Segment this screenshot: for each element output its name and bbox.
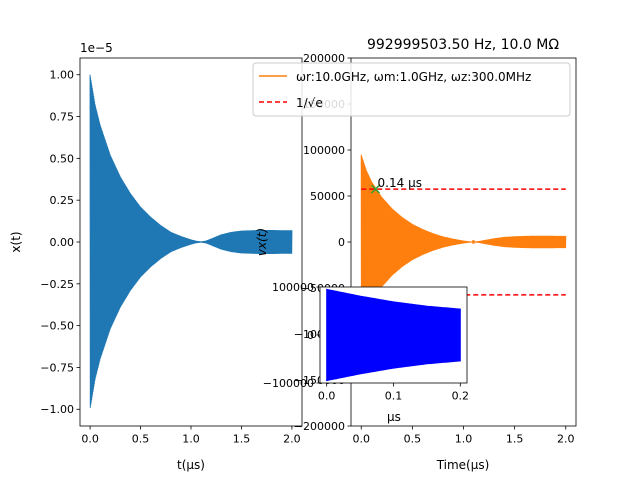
inset-y-tick-label: −100000 — [263, 377, 314, 390]
right-x-axis-label: Time(μs) — [436, 458, 490, 472]
right-y-tick-label: 200000 — [303, 52, 345, 65]
left-y-tick-label: −1.00 — [40, 403, 74, 416]
left-y-tick-label: 0.00 — [50, 236, 75, 249]
inset-x-tick-label: 0.1 — [385, 390, 403, 403]
right-y-ticks: −200000−150000−100000−500000500001000001… — [294, 52, 351, 433]
left-y-tick-label: −0.75 — [40, 361, 74, 374]
left-x-ticks: 0.0 0.5 1.0 1.5 2.0 — [81, 426, 301, 446]
right-x-tick-label: 0.5 — [404, 433, 422, 446]
left-y-axis-label: x(t) — [9, 231, 23, 252]
right-x-tick-label: 1.5 — [506, 433, 524, 446]
left-signal-area — [89, 74, 293, 408]
decay-time-marker — [371, 184, 381, 194]
left-y-tick-label: 1.00 — [50, 69, 75, 82]
left-y-ticks: −1.00 −0.75 −0.50 −0.25 0.00 0.25 0.50 0.75 1.00 — [40, 69, 80, 416]
right-x-tick-label: 1.0 — [455, 433, 473, 446]
right-x-tick-label: 0.0 — [352, 433, 370, 446]
right-signal-line — [360, 154, 567, 329]
right-y-tick-label: −200000 — [294, 420, 345, 433]
left-axes: 0.0 0.5 1.0 1.5 2.0 −1.00 −0.75 −0.50 −0.25 0.00… — [9, 41, 303, 472]
right-axes: 0.00.51.01.52.0 −200000−150000−100000−50… — [255, 37, 577, 472]
inset-signal-area — [326, 288, 461, 382]
right-y-axis-label: vx(t) — [255, 228, 269, 256]
left-x-tick-label: 1.0 — [182, 433, 200, 446]
right-y-tick-label: 0 — [338, 236, 345, 249]
left-x-tick-label: 1.5 — [233, 433, 251, 446]
left-y-tick-label: −0.50 — [40, 320, 74, 333]
left-signal-line — [89, 74, 293, 408]
legend: ωr:10.0GHz, ωm:1.0GHz, ωz:300.0MHz 1/√e — [252, 62, 571, 117]
left-x-tick-label: 0.5 — [132, 433, 150, 446]
legend-label-threshold: 1/√e — [296, 96, 323, 110]
inset-x-tick-label: 0.2 — [452, 390, 470, 403]
left-x-tick-label: 0.0 — [81, 433, 99, 446]
left-y-tick-label: −0.25 — [40, 278, 74, 291]
right-y-tick-label: 100000 — [303, 144, 345, 157]
inset-y-tick-label: 0 — [307, 329, 314, 342]
inset-y-ticks: −100000 0 100000 — [263, 281, 320, 390]
right-chart-title: 992999503.50 Hz, 10.0 MΩ — [367, 37, 559, 53]
left-y-tick-label: 0.25 — [50, 194, 75, 207]
left-x-tick-label: 2.0 — [283, 433, 301, 446]
left-y-tick-label: 0.50 — [50, 152, 75, 165]
inset-x-tick-label: 0.0 — [318, 390, 336, 403]
right-y-tick-label: 50000 — [310, 190, 345, 203]
right-x-ticks: 0.0 0.5 1.0 1.5 2.0 — [352, 426, 575, 446]
inset-x-ticks: 0.0 0.1 0.2 — [318, 383, 469, 403]
legend-frame — [252, 62, 571, 117]
decay-time-label: 0.14 μs — [378, 176, 422, 190]
left-x-axis-label: t(μs) — [177, 458, 205, 472]
legend-label-signal: ωr:10.0GHz, ωm:1.0GHz, ωz:300.0MHz — [296, 70, 531, 84]
inset-axes: 0.0 0.1 0.2 −100000 0 100000 μs — [263, 281, 469, 424]
left-y-tick-label: 0.75 — [50, 111, 75, 124]
left-offset-text: 1e−5 — [80, 41, 113, 55]
decay-time-annotation: 0.14 μs — [371, 176, 422, 194]
inset-y-tick-label: 100000 — [272, 281, 314, 294]
inset-x-axis-label: μs — [387, 410, 401, 424]
inset-signal-band — [326, 288, 461, 382]
right-x-tick-label: 2.0 — [557, 433, 575, 446]
